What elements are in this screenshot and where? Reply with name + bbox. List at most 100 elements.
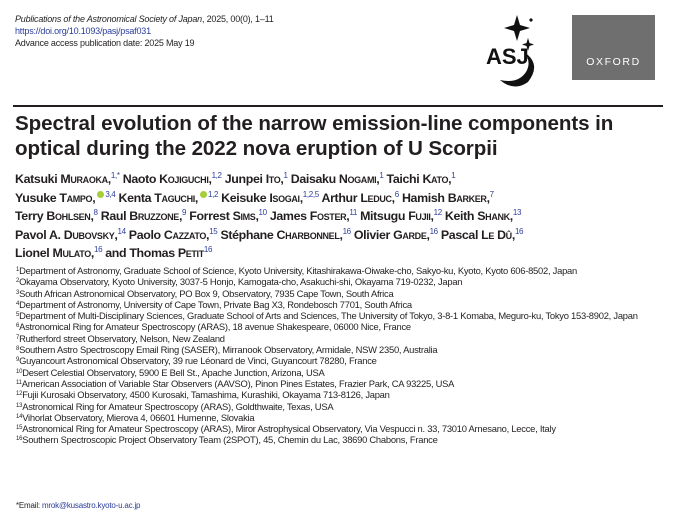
affiliation-text: Southern Spectroscopic Project Observato… bbox=[22, 434, 438, 446]
affiliation-number: 2 bbox=[16, 278, 20, 285]
email-label: *Email: bbox=[16, 501, 42, 510]
author-affiliation-marker: 1,* bbox=[110, 171, 120, 180]
author-list: Katsuki Muraoka,1,* Naoto Kojiguchi,1,2 … bbox=[15, 170, 675, 263]
author-surname: Tampo bbox=[59, 190, 93, 205]
author-given-name: Forrest bbox=[189, 209, 230, 223]
author: Yusuke Tampo, 3,4 bbox=[15, 189, 116, 205]
affiliation: 1Department of Astronomy, Graduate Schoo… bbox=[16, 265, 676, 276]
affiliation-text: Department of Astronomy, University of C… bbox=[19, 298, 412, 310]
asj-logo: ASJ bbox=[486, 15, 535, 87]
author-affiliation-marker: 8 bbox=[93, 208, 98, 217]
author: Terry Bohlsen,8 bbox=[15, 208, 98, 224]
affiliation-number: 11 bbox=[16, 379, 22, 386]
author-surname: Shank bbox=[477, 209, 510, 223]
author-given-name: Lionel bbox=[15, 246, 50, 260]
affiliation-text: Okayama Observatory, Kyoto University, 3… bbox=[19, 276, 463, 288]
author-surname: Bohlsen bbox=[46, 209, 91, 223]
affiliation: 15Astronomical Ring for Amateur Spectros… bbox=[16, 423, 676, 434]
author-given-name: Naoto bbox=[122, 172, 157, 186]
affiliation-text: Rutherford street Observatory, Nelson, N… bbox=[19, 332, 225, 344]
author: Raul Bruzzone,9 bbox=[100, 208, 187, 224]
affiliation-text: Department of Astronomy, Graduate School… bbox=[19, 265, 577, 276]
affiliation-number: 3 bbox=[16, 289, 20, 296]
author-given-name: Katsuki bbox=[15, 172, 58, 186]
author-affiliation-marker: 12 bbox=[433, 208, 443, 217]
author-surname: Kato bbox=[422, 172, 449, 186]
affiliation: 16Southern Spectroscopic Project Observa… bbox=[16, 434, 676, 445]
affiliation-number: 7 bbox=[16, 334, 20, 341]
author-given-name: Terry bbox=[15, 209, 44, 223]
author-surname: Garde bbox=[393, 227, 427, 242]
author-affiliation-marker: 16 bbox=[93, 245, 103, 254]
orcid-icon[interactable] bbox=[199, 190, 207, 198]
affiliation-text: Astronomical Ring for Amateur Spectrosco… bbox=[22, 423, 556, 435]
author-surname: Le Dû bbox=[481, 227, 512, 242]
affiliation-number: 15 bbox=[16, 425, 23, 432]
author-affiliation-marker: 1,2 bbox=[211, 171, 222, 180]
author: Hamish Barker,7 bbox=[401, 189, 494, 205]
author: Pascal Le Dû,16 bbox=[440, 226, 524, 242]
author-given-name: Hamish bbox=[401, 190, 445, 205]
affiliation: 2Okayama Observatory, Kyoto University, … bbox=[16, 276, 676, 287]
author-given-name: Raul bbox=[100, 209, 127, 223]
affiliation-text: Fujii Kurosaki Observatory, 4500 Kurosak… bbox=[22, 389, 390, 401]
author-surname: Dubovsky bbox=[63, 227, 115, 242]
author-given-name: Arthur bbox=[321, 190, 358, 205]
author-surname: Muraoka bbox=[60, 172, 108, 186]
author: Junpei Ito,1 bbox=[224, 171, 288, 187]
author-surname: Barker bbox=[447, 190, 487, 205]
author-affiliation-marker: 16 bbox=[342, 226, 352, 236]
author: and Thomas Petit16 bbox=[105, 246, 212, 261]
affiliation: 10Desert Celestial Observatory, 5900 E B… bbox=[16, 367, 676, 378]
author-given-name: Daisaku bbox=[290, 172, 336, 186]
affiliation: 12Fujii Kurosaki Observatory, 4500 Kuros… bbox=[16, 389, 676, 400]
author-surname: Petit bbox=[177, 246, 204, 260]
author-line: Yusuke Tampo, 3,4 Kenta Taguchi, 1,2 Keisu… bbox=[15, 189, 675, 208]
affiliation: 14Vihorlat Observatory, Mierova 4, 06601… bbox=[16, 412, 676, 423]
svg-text:ASJ: ASJ bbox=[486, 44, 529, 69]
author-affiliation-marker: 16 bbox=[429, 226, 439, 236]
author: Paolo Cazzato,15 bbox=[128, 226, 218, 242]
author: Olivier Garde,16 bbox=[353, 226, 439, 242]
doi-link[interactable]: https://doi.org/10.1093/pasj/psaf031 bbox=[15, 26, 151, 36]
affiliation-text: Desert Celestial Observatory, 5900 E Bel… bbox=[22, 366, 325, 378]
author-given-name: Stéphane bbox=[220, 227, 274, 242]
affiliation-text: American Association of Variable Star Ob… bbox=[21, 377, 455, 389]
affiliation: 11American Association of Variable Star … bbox=[16, 378, 676, 389]
author-affiliation-marker: 1 bbox=[451, 171, 456, 180]
author-conjunction: and bbox=[105, 246, 130, 260]
author: Naoto Kojiguchi,1,2 bbox=[122, 171, 222, 187]
author-affiliation-marker: 3,4 bbox=[105, 189, 116, 199]
author-surname: Isogai bbox=[269, 190, 300, 205]
author: Keisuke Isogai,1,2,5 bbox=[221, 189, 319, 205]
author-affiliation-marker: 11 bbox=[349, 208, 357, 217]
author: Taichi Kato,1 bbox=[386, 171, 456, 187]
oxford-logo: OXFORD bbox=[572, 15, 655, 80]
author-given-name: James bbox=[269, 209, 307, 223]
author-affiliation-marker: 9 bbox=[182, 208, 187, 217]
author: Lionel Mulato,16 bbox=[15, 245, 103, 261]
author: Daisaku Nogami,1 bbox=[290, 171, 384, 187]
affiliation-text: Vihorlat Observatory, Mierova 4, 06601 H… bbox=[22, 411, 255, 423]
journal-header: Publications of the Astronomical Society… bbox=[15, 13, 274, 49]
author-given-name: Keith bbox=[444, 209, 475, 223]
author-given-name: Paolo bbox=[128, 227, 161, 242]
author: Keith Shank,13 bbox=[444, 208, 522, 224]
author-surname: Bruzzone bbox=[129, 209, 179, 223]
affiliation-text: South African Astronomical Observatory, … bbox=[19, 287, 394, 299]
affiliation-number: 13 bbox=[16, 402, 23, 409]
author-affiliation-marker: 13 bbox=[512, 208, 522, 217]
email-address[interactable]: mrok@kusastro.kyoto-u.ac.jp bbox=[41, 501, 141, 510]
author: Forrest Sims,10 bbox=[189, 208, 267, 224]
author-line: Lionel Mulato,16 and Thomas Petit16 bbox=[15, 244, 675, 263]
paper-title: Spectral evolution of the narrow emissio… bbox=[15, 112, 614, 160]
affiliation: 7Rutherford street Observatory, Nelson, … bbox=[16, 333, 676, 344]
orcid-icon[interactable] bbox=[97, 190, 105, 198]
author-surname: Leduc bbox=[360, 190, 392, 205]
author-surname: Ito bbox=[265, 172, 281, 186]
author: Mitsugu Fujii,12 bbox=[360, 208, 443, 224]
author-given-name: Yusuke bbox=[15, 190, 57, 205]
author-surname: Charbonnel bbox=[276, 227, 340, 242]
author: James Foster,11 bbox=[269, 208, 357, 224]
author: Kenta Taguchi, 1,2 bbox=[118, 189, 219, 205]
